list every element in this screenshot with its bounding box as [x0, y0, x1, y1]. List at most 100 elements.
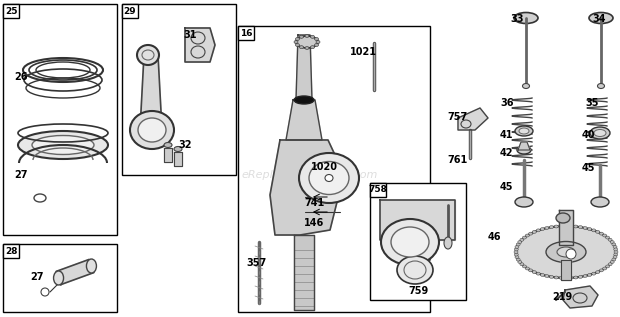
Ellipse shape: [556, 213, 570, 223]
Ellipse shape: [564, 276, 568, 280]
Text: 36: 36: [500, 98, 513, 108]
Bar: [3, 244, 19, 258]
Ellipse shape: [583, 275, 587, 277]
Polygon shape: [164, 148, 172, 162]
Ellipse shape: [610, 261, 614, 263]
Ellipse shape: [598, 83, 604, 88]
Ellipse shape: [299, 35, 304, 38]
Ellipse shape: [518, 261, 522, 263]
Ellipse shape: [574, 225, 578, 228]
Text: 33: 33: [510, 14, 523, 24]
Text: 741: 741: [304, 198, 324, 208]
Ellipse shape: [533, 271, 536, 274]
Ellipse shape: [397, 256, 433, 284]
Ellipse shape: [596, 271, 600, 274]
Ellipse shape: [514, 250, 518, 254]
Ellipse shape: [600, 269, 603, 272]
Ellipse shape: [612, 258, 616, 261]
Ellipse shape: [554, 225, 558, 228]
Ellipse shape: [296, 43, 299, 47]
Text: 16: 16: [240, 29, 252, 37]
Polygon shape: [561, 260, 571, 280]
Ellipse shape: [314, 37, 319, 41]
Ellipse shape: [603, 234, 606, 237]
Polygon shape: [140, 55, 162, 140]
Ellipse shape: [130, 111, 174, 149]
Ellipse shape: [608, 263, 612, 266]
Text: 34: 34: [592, 14, 606, 24]
Polygon shape: [518, 142, 530, 150]
Ellipse shape: [294, 96, 314, 104]
Ellipse shape: [517, 146, 531, 154]
Ellipse shape: [591, 197, 609, 207]
Text: 45: 45: [500, 182, 513, 192]
Text: 41: 41: [500, 130, 513, 140]
Ellipse shape: [569, 225, 573, 228]
Ellipse shape: [613, 245, 617, 249]
Bar: [3, 4, 117, 235]
Text: 31: 31: [183, 30, 197, 40]
Ellipse shape: [588, 274, 591, 276]
Ellipse shape: [305, 47, 309, 49]
Ellipse shape: [590, 127, 610, 139]
Ellipse shape: [514, 253, 518, 256]
Ellipse shape: [138, 118, 166, 142]
Ellipse shape: [541, 274, 544, 276]
Ellipse shape: [299, 153, 359, 203]
Text: 35: 35: [585, 98, 598, 108]
Ellipse shape: [603, 267, 606, 270]
Ellipse shape: [529, 232, 533, 235]
Ellipse shape: [578, 226, 583, 229]
Text: 40: 40: [582, 130, 595, 140]
Polygon shape: [563, 286, 598, 308]
Ellipse shape: [583, 226, 587, 230]
Ellipse shape: [525, 234, 529, 237]
Ellipse shape: [516, 226, 616, 278]
Polygon shape: [294, 235, 314, 310]
Ellipse shape: [381, 219, 439, 265]
Bar: [370, 183, 466, 300]
Ellipse shape: [559, 276, 563, 279]
Ellipse shape: [606, 236, 609, 239]
Ellipse shape: [536, 272, 540, 275]
Text: 25: 25: [5, 7, 17, 16]
Bar: [238, 26, 430, 312]
Ellipse shape: [614, 248, 618, 251]
Ellipse shape: [515, 256, 519, 259]
Ellipse shape: [299, 46, 304, 49]
Ellipse shape: [554, 276, 558, 279]
Ellipse shape: [529, 269, 533, 272]
Ellipse shape: [608, 238, 612, 241]
Ellipse shape: [305, 35, 309, 37]
Ellipse shape: [574, 276, 578, 279]
Ellipse shape: [86, 259, 97, 273]
Text: 45: 45: [582, 163, 595, 173]
Ellipse shape: [516, 243, 520, 246]
Text: 357: 357: [246, 258, 266, 268]
Text: 759: 759: [408, 286, 428, 296]
Ellipse shape: [545, 275, 549, 277]
Ellipse shape: [594, 130, 606, 137]
Text: 761: 761: [447, 155, 467, 165]
Ellipse shape: [514, 12, 538, 23]
Ellipse shape: [613, 256, 617, 259]
Ellipse shape: [523, 265, 526, 268]
Ellipse shape: [296, 37, 299, 41]
Ellipse shape: [515, 126, 533, 136]
Ellipse shape: [32, 135, 94, 154]
Ellipse shape: [391, 227, 429, 257]
Ellipse shape: [164, 143, 172, 147]
Text: 26: 26: [14, 72, 27, 82]
Ellipse shape: [549, 275, 554, 278]
Ellipse shape: [314, 43, 319, 47]
Text: 146: 146: [304, 218, 324, 228]
Ellipse shape: [557, 247, 575, 257]
Ellipse shape: [614, 250, 618, 254]
Text: 29: 29: [123, 7, 136, 16]
Ellipse shape: [591, 229, 596, 232]
Text: 757: 757: [447, 112, 467, 122]
Polygon shape: [559, 210, 573, 245]
Text: 32: 32: [178, 140, 192, 150]
Ellipse shape: [545, 226, 549, 230]
Ellipse shape: [541, 228, 544, 230]
